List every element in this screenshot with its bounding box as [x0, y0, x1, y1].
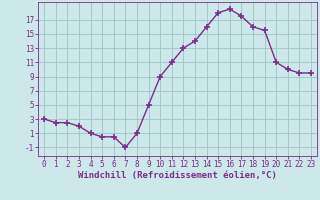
X-axis label: Windchill (Refroidissement éolien,°C): Windchill (Refroidissement éolien,°C)	[78, 171, 277, 180]
